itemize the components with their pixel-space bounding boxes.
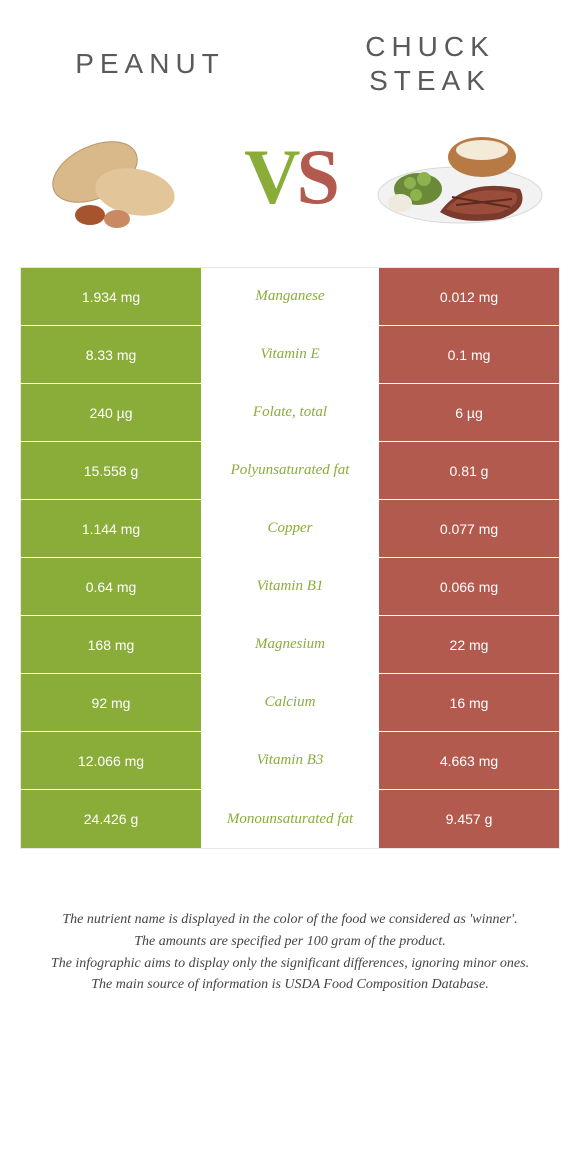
right-value: 0.066 mg	[379, 558, 559, 615]
left-value: 240 µg	[21, 384, 201, 441]
vs-v: V	[244, 133, 296, 220]
nutrient-name: Manganese	[201, 268, 379, 325]
footer-line: The infographic aims to display only the…	[30, 953, 550, 975]
nutrient-row: 92 mgCalcium16 mg	[21, 674, 559, 732]
nutrient-table: 1.934 mgManganese0.012 mg8.33 mgVitamin …	[20, 267, 560, 849]
left-value: 168 mg	[21, 616, 201, 673]
nutrient-row: 168 mgMagnesium22 mg	[21, 616, 559, 674]
left-value: 8.33 mg	[21, 326, 201, 383]
nutrient-row: 24.426 gMonounsaturated fat9.457 g	[21, 790, 559, 848]
nutrient-name: Folate, total	[201, 384, 379, 441]
left-value: 1.144 mg	[21, 500, 201, 557]
footer-notes: The nutrient name is displayed in the co…	[0, 849, 580, 1016]
nutrient-row: 12.066 mgVitamin B34.663 mg	[21, 732, 559, 790]
nutrient-name: Vitamin B3	[201, 732, 379, 789]
vs-s: S	[296, 133, 335, 220]
left-value: 92 mg	[21, 674, 201, 731]
nutrient-name: Polyunsaturated fat	[201, 442, 379, 499]
right-value: 0.1 mg	[379, 326, 559, 383]
right-value: 0.012 mg	[379, 268, 559, 325]
right-value: 4.663 mg	[379, 732, 559, 789]
nutrient-name: Copper	[201, 500, 379, 557]
footer-line: The main source of information is USDA F…	[30, 974, 550, 996]
right-value: 0.077 mg	[379, 500, 559, 557]
nutrient-row: 8.33 mgVitamin E0.1 mg	[21, 326, 559, 384]
left-value: 0.64 mg	[21, 558, 201, 615]
right-value: 0.81 g	[379, 442, 559, 499]
vs-label: VS	[244, 132, 336, 222]
right-value: 22 mg	[379, 616, 559, 673]
footer-line: The nutrient name is displayed in the co…	[30, 909, 550, 931]
footer-line: The amounts are specified per 100 gram o…	[30, 931, 550, 953]
nutrient-row: 240 µgFolate, total6 µg	[21, 384, 559, 442]
hero-row: VS	[0, 107, 580, 267]
nutrient-name: Magnesium	[201, 616, 379, 673]
right-value: 16 mg	[379, 674, 559, 731]
nutrient-row: 0.64 mgVitamin B10.066 mg	[21, 558, 559, 616]
left-food-title: Peanut	[50, 48, 250, 80]
header: Peanut Chuck steak	[0, 0, 580, 107]
left-value: 24.426 g	[21, 790, 201, 848]
right-value: 6 µg	[379, 384, 559, 441]
left-value: 1.934 mg	[21, 268, 201, 325]
left-value: 15.558 g	[21, 442, 201, 499]
nutrient-name: Monounsaturated fat	[201, 790, 379, 848]
right-food-title: Chuck steak	[330, 30, 530, 97]
peanut-illustration	[30, 112, 210, 242]
nutrient-row: 1.144 mgCopper0.077 mg	[21, 500, 559, 558]
nutrient-row: 15.558 gPolyunsaturated fat0.81 g	[21, 442, 559, 500]
nutrient-name: Vitamin B1	[201, 558, 379, 615]
nutrient-row: 1.934 mgManganese0.012 mg	[21, 268, 559, 326]
nutrient-name: Calcium	[201, 674, 379, 731]
right-value: 9.457 g	[379, 790, 559, 848]
left-value: 12.066 mg	[21, 732, 201, 789]
steak-illustration	[370, 112, 550, 242]
nutrient-name: Vitamin E	[201, 326, 379, 383]
